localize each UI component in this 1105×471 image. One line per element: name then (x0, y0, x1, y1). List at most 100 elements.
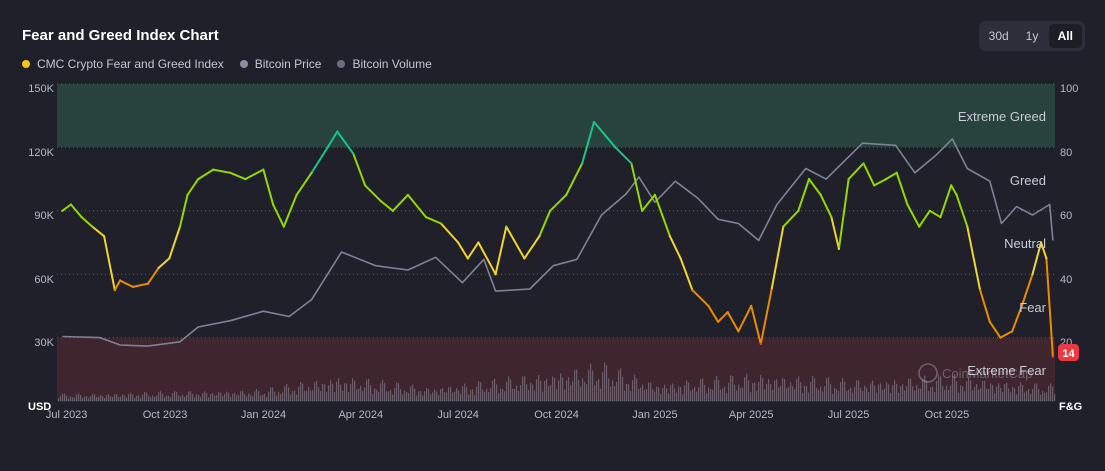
fear-greed-point (592, 120, 596, 124)
fear-greed-point (691, 289, 694, 292)
volume-bar (700, 379, 702, 401)
volume-bar (192, 394, 194, 401)
volume-bar (486, 388, 488, 401)
volume-bar (730, 375, 732, 401)
range-button-30d[interactable]: 30d (988, 29, 1009, 43)
volume-bar (428, 388, 430, 401)
volume-bar (102, 396, 104, 401)
volume-bar (60, 396, 62, 401)
volume-bar (782, 378, 784, 401)
volume-bar (474, 395, 476, 401)
fear-greed-point (653, 193, 657, 196)
x-tick-label: Jul 2023 (46, 409, 88, 421)
volume-bar (902, 384, 904, 401)
fear-greed-segment (782, 209, 800, 228)
volume-bar (838, 391, 840, 401)
volume-bar (198, 394, 200, 401)
range-button-1y[interactable]: 1y (1025, 29, 1039, 43)
volume-bar (506, 381, 508, 401)
volume-bar (724, 386, 726, 401)
fear-greed-point (966, 225, 969, 228)
volume-bar (874, 385, 876, 401)
volume-bar (530, 382, 532, 401)
volume-bar (180, 396, 182, 401)
volume-bar (298, 386, 300, 401)
volume-bar (952, 376, 954, 401)
volume-bar (70, 396, 72, 401)
volume-bar (756, 390, 758, 401)
volume-bar (176, 391, 178, 401)
volume-bar (1006, 382, 1008, 401)
chart-legend: CMC Crypto Fear and Greed Index Bitcoin … (22, 57, 448, 71)
fear-greed-segment (549, 193, 568, 212)
volume-bar (638, 388, 640, 401)
fear-greed-point (1045, 257, 1048, 260)
volume-bar (210, 393, 212, 401)
volume-bar (974, 386, 976, 401)
volume-bar (1034, 383, 1036, 401)
volume-bar (376, 389, 378, 401)
volume-bar (142, 394, 144, 401)
fear-greed-segment (988, 320, 1002, 339)
fear-greed-point (668, 235, 672, 238)
fear-greed-point (310, 171, 313, 174)
volume-bar (836, 389, 838, 401)
fear-greed-point (391, 209, 394, 212)
fear-greed-segment (1011, 304, 1023, 333)
volume-bar (478, 381, 480, 401)
volume-bar (498, 393, 500, 401)
volume-bar (182, 394, 184, 401)
volume-bar (880, 383, 882, 401)
volume-bar (588, 369, 590, 401)
y-left-tick-30k: 30K (34, 337, 54, 349)
volume-bar (258, 391, 260, 401)
legend-item-bitcoin-price[interactable]: Bitcoin Price (239, 57, 321, 71)
volume-bar (370, 385, 372, 401)
legend-item-fear-greed[interactable]: CMC Crypto Fear and Greed Index (22, 57, 224, 71)
fear-greed-segment (406, 193, 427, 219)
volume-bar (90, 396, 92, 401)
volume-bar (150, 397, 152, 401)
volume-bar (330, 380, 332, 401)
fear-greed-segment (457, 241, 469, 260)
volume-bar (656, 386, 658, 401)
volume-bar (228, 392, 230, 401)
volume-bar (320, 390, 322, 401)
volume-bar (492, 380, 494, 401)
volume-bar (684, 385, 686, 401)
volume-bar (452, 392, 454, 401)
volume-bar (930, 387, 932, 401)
fear-greed-point (717, 320, 720, 323)
fear-greed-segment (837, 178, 850, 250)
fear-greed-point (295, 193, 298, 196)
fear-greed-point (679, 257, 682, 260)
volume-bar (580, 386, 582, 401)
fear-greed-segment (186, 178, 200, 196)
volume-bar (794, 389, 796, 401)
volume-bar (114, 394, 116, 401)
volume-bar (84, 396, 86, 401)
fear-greed-point (862, 162, 865, 165)
volume-bar (520, 384, 522, 401)
volume-bar (824, 386, 826, 401)
volume-bar (494, 378, 496, 401)
volume-bar (602, 372, 604, 401)
volume-bar (642, 384, 644, 401)
fear-greed-segment (477, 241, 497, 276)
volume-bar (342, 390, 344, 401)
volume-bar (600, 388, 602, 401)
volume-bar (1000, 387, 1002, 401)
volume-bar (608, 378, 610, 401)
volume-bar (766, 383, 768, 401)
fear-greed-segment (1045, 257, 1054, 358)
range-button-all[interactable]: All (1048, 24, 1082, 48)
price-series (62, 138, 1054, 347)
volume-bar (140, 397, 142, 401)
volume-bar (606, 365, 608, 401)
volume-bar (1024, 392, 1026, 401)
volume-bar (792, 386, 794, 401)
volume-bar (914, 390, 916, 401)
legend-item-bitcoin-volume[interactable]: Bitcoin Volume (337, 57, 432, 71)
volume-bar (924, 375, 926, 401)
